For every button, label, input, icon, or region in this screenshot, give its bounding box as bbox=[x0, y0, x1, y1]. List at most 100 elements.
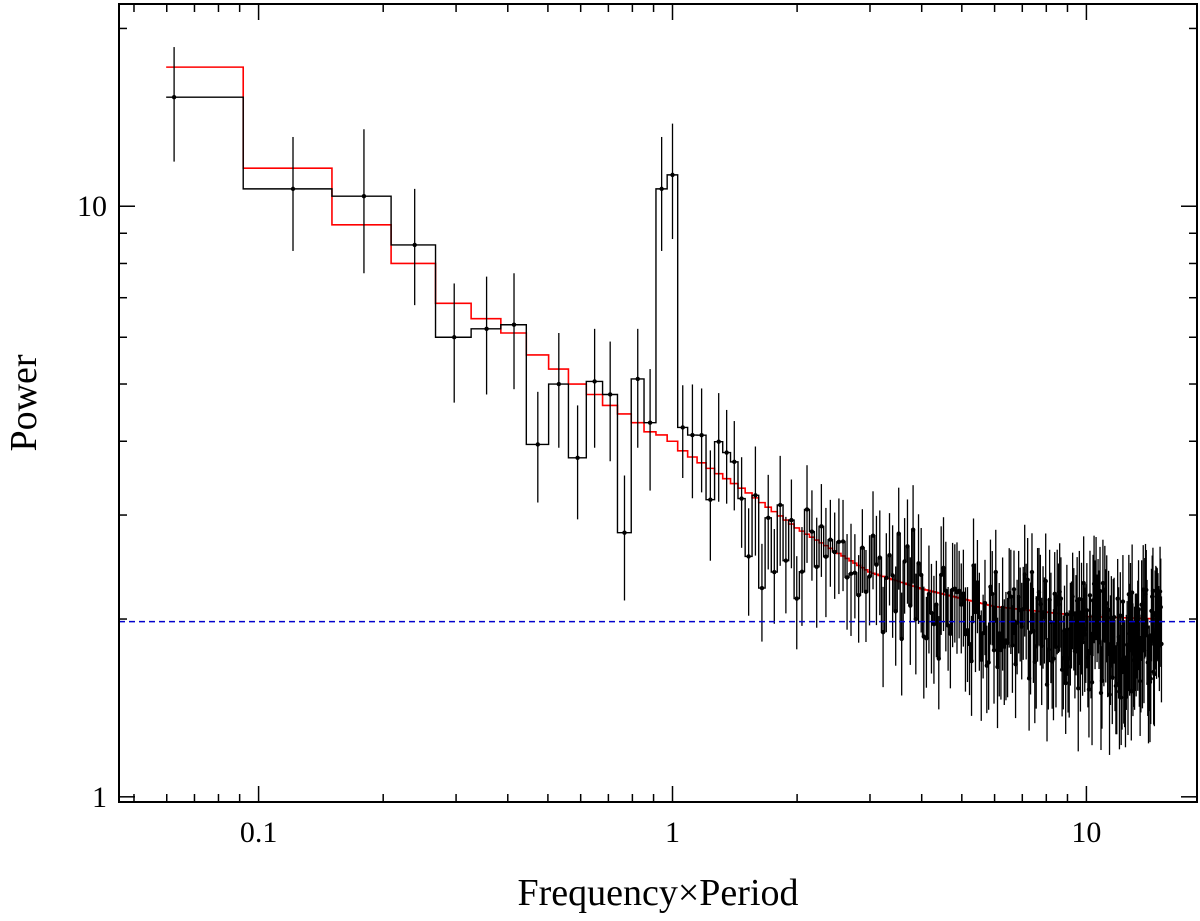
model-step-line bbox=[166, 66, 1162, 620]
data-point bbox=[1043, 578, 1048, 584]
data-point bbox=[1097, 588, 1103, 594]
data-point bbox=[1111, 614, 1117, 620]
data-point bbox=[1086, 687, 1092, 692]
data-point bbox=[412, 242, 417, 248]
data-point bbox=[1011, 587, 1017, 592]
data-point bbox=[840, 539, 846, 544]
data-point bbox=[783, 558, 789, 563]
data-point bbox=[823, 554, 829, 559]
data-point bbox=[1104, 601, 1109, 606]
data-point bbox=[1089, 680, 1095, 685]
data-point bbox=[699, 432, 704, 438]
data-point bbox=[814, 564, 819, 570]
data-point bbox=[836, 539, 842, 545]
data-point bbox=[647, 420, 653, 425]
data-point bbox=[1152, 671, 1157, 677]
data-point bbox=[1144, 624, 1150, 630]
data-point bbox=[1062, 627, 1067, 633]
data-point bbox=[1010, 643, 1015, 648]
data-point bbox=[1144, 587, 1149, 593]
data-point bbox=[607, 392, 613, 397]
data-point bbox=[938, 572, 944, 578]
data-point bbox=[887, 552, 892, 558]
data-point bbox=[870, 533, 876, 538]
data-point bbox=[1118, 695, 1124, 700]
data-point bbox=[867, 574, 872, 579]
data-point bbox=[971, 563, 976, 568]
plot-frame bbox=[118, 3, 1198, 803]
data-point bbox=[1148, 676, 1153, 681]
data-point bbox=[1106, 607, 1111, 613]
data-point bbox=[622, 530, 627, 535]
data-point bbox=[556, 381, 562, 387]
data-point bbox=[1158, 604, 1163, 610]
data-point bbox=[956, 588, 962, 594]
data-point bbox=[575, 455, 580, 461]
data-point bbox=[1157, 589, 1163, 594]
data-point bbox=[945, 623, 951, 628]
x-tick-label: 0.1 bbox=[240, 816, 278, 849]
data-point bbox=[967, 641, 972, 647]
data-point bbox=[1150, 594, 1155, 599]
data-point bbox=[941, 565, 946, 571]
data-point bbox=[171, 94, 177, 100]
data-point bbox=[936, 656, 941, 661]
data-point bbox=[984, 663, 990, 668]
data-point bbox=[1076, 686, 1081, 691]
x-tick-label: 10 bbox=[1071, 816, 1101, 849]
data-point bbox=[874, 562, 879, 567]
data-point bbox=[848, 571, 854, 576]
data-point bbox=[1052, 591, 1057, 597]
data-point bbox=[916, 561, 921, 566]
data-point bbox=[905, 544, 910, 549]
data-point bbox=[975, 580, 980, 585]
data-point bbox=[952, 586, 958, 591]
data-point bbox=[708, 497, 713, 502]
data-point bbox=[890, 573, 895, 578]
data-point bbox=[746, 554, 751, 559]
data-point bbox=[759, 585, 765, 591]
data-point bbox=[934, 602, 939, 607]
data-point bbox=[993, 569, 998, 575]
data-point bbox=[986, 660, 991, 665]
data-point bbox=[884, 575, 889, 581]
data-point bbox=[948, 631, 953, 636]
data-point bbox=[680, 425, 685, 430]
data-point bbox=[772, 569, 777, 575]
data-point bbox=[844, 575, 850, 580]
data-point bbox=[659, 186, 664, 192]
data-point bbox=[896, 531, 901, 536]
data-point bbox=[1115, 596, 1120, 601]
data-point bbox=[789, 517, 794, 523]
data-point bbox=[959, 602, 964, 607]
data-point bbox=[1137, 678, 1143, 684]
data-point bbox=[961, 591, 966, 596]
data-point bbox=[290, 186, 296, 192]
data-point bbox=[670, 172, 675, 178]
data-point bbox=[1008, 594, 1014, 599]
data-point bbox=[361, 193, 367, 199]
data-point bbox=[1025, 577, 1030, 582]
y-axis-title: Power bbox=[3, 354, 45, 451]
data-point bbox=[1081, 580, 1086, 586]
data-point bbox=[732, 459, 737, 465]
data-point bbox=[592, 379, 597, 384]
data-point bbox=[1120, 599, 1126, 604]
data-point bbox=[1058, 596, 1064, 601]
data-point bbox=[918, 572, 924, 578]
data-point bbox=[819, 524, 824, 529]
data-point bbox=[1087, 593, 1093, 598]
data-point bbox=[724, 450, 729, 455]
data-point bbox=[943, 588, 949, 593]
data-point bbox=[1099, 678, 1105, 684]
x-axis-title: Frequency×Period bbox=[517, 872, 798, 914]
data-point bbox=[635, 376, 640, 382]
data-point bbox=[979, 657, 984, 662]
data-point bbox=[1118, 613, 1123, 618]
axes-layer: 0.1 1 10 1 10 bbox=[77, 3, 1198, 849]
data-point bbox=[1029, 569, 1035, 575]
data-point bbox=[990, 591, 995, 597]
data-point bbox=[794, 596, 799, 601]
data-point bbox=[777, 502, 783, 508]
